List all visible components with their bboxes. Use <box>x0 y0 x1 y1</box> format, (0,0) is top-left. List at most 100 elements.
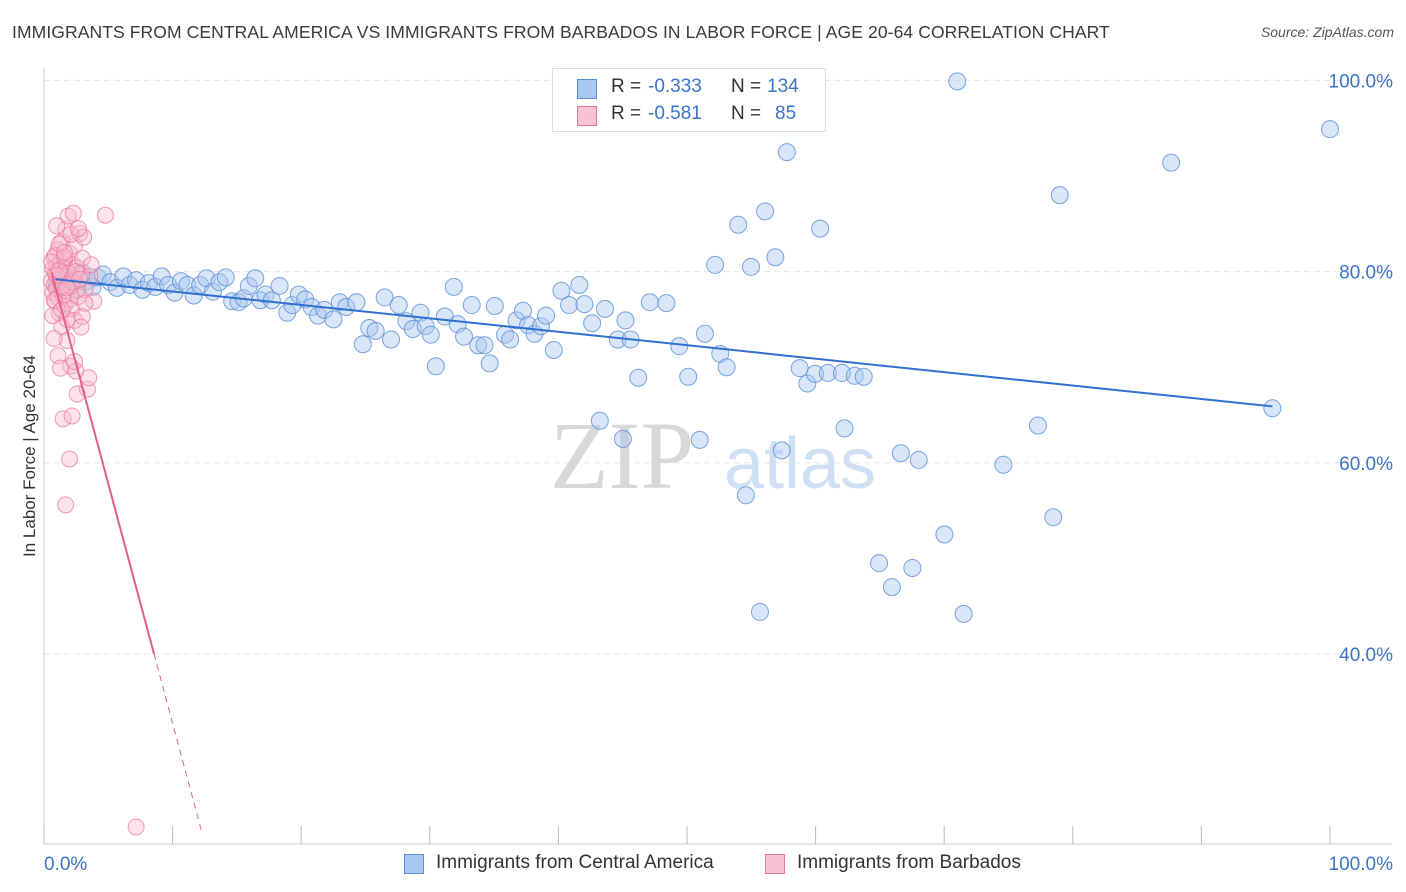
legend-swatch-pink <box>765 854 785 874</box>
watermark-zip: ZIP <box>550 402 694 509</box>
data-point-central-america <box>421 325 440 344</box>
data-point-barbados <box>75 228 93 246</box>
data-point-central-america <box>480 354 499 373</box>
data-point-central-america <box>750 602 769 621</box>
data-point-central-america <box>756 202 775 221</box>
legend-swatch-blue <box>404 854 424 874</box>
source-credit: Source: ZipAtlas.com <box>1260 24 1394 40</box>
axis-layer <box>43 68 1392 845</box>
data-point-central-america <box>347 293 366 312</box>
data-point-central-america <box>216 268 235 287</box>
series-legend: Immigrants from Central America Immigran… <box>0 852 1406 878</box>
data-point-central-america <box>560 296 579 315</box>
data-point-central-america <box>798 374 817 393</box>
series-barbados-points <box>43 204 145 836</box>
data-point-barbados <box>73 249 91 267</box>
data-point-central-america <box>835 419 854 438</box>
data-point-central-america <box>640 293 659 312</box>
legend-label: Immigrants from Barbados <box>797 852 1021 873</box>
data-point-barbados <box>50 235 68 253</box>
data-point-central-america <box>994 455 1013 474</box>
data-point-central-america <box>389 296 408 315</box>
data-point-central-america <box>1044 508 1063 527</box>
data-point-central-america <box>629 368 648 387</box>
data-point-barbados <box>72 318 90 336</box>
data-point-barbados <box>64 204 82 222</box>
data-point-barbados <box>52 359 70 377</box>
data-point-central-america <box>552 281 571 300</box>
data-point-barbados <box>45 330 63 348</box>
data-point-barbados <box>48 217 66 235</box>
n-value: 134 <box>767 76 799 97</box>
data-point-barbados <box>49 347 67 365</box>
data-point-central-america <box>485 297 504 316</box>
data-point-central-america <box>210 273 229 292</box>
x-tick-label: 0.0% <box>44 854 87 875</box>
data-point-central-america <box>590 411 609 430</box>
data-point-central-america <box>954 604 973 623</box>
watermark: ZIP atlas <box>550 402 876 509</box>
data-point-central-america <box>324 310 343 329</box>
data-point-central-america <box>870 554 889 573</box>
r-label: R = <box>611 103 642 124</box>
series-central-america-points <box>47 72 1339 623</box>
data-point-central-america <box>469 336 488 355</box>
data-point-central-america <box>690 430 709 449</box>
legend-swatch-blue <box>577 79 597 99</box>
data-point-central-america <box>729 215 748 234</box>
data-point-barbados <box>63 407 81 425</box>
data-point-central-america <box>790 359 809 378</box>
legend-swatch-pink <box>577 106 597 126</box>
data-point-barbados <box>80 369 98 387</box>
data-point-central-america <box>818 363 837 382</box>
data-point-central-america <box>246 269 265 288</box>
data-point-barbados <box>44 307 62 325</box>
data-point-central-america <box>382 330 401 349</box>
data-point-central-america <box>1050 186 1069 205</box>
data-point-central-america <box>507 311 526 330</box>
data-point-barbados <box>71 270 89 288</box>
data-point-barbados <box>55 248 73 266</box>
data-point-barbados <box>69 220 87 238</box>
data-point-barbados <box>50 262 68 280</box>
r-value: -0.333 <box>648 76 702 97</box>
r-value: -0.581 <box>648 103 702 124</box>
data-point-central-america <box>455 327 474 346</box>
data-point-central-america <box>501 330 520 349</box>
data-point-central-america <box>657 294 676 313</box>
data-point-central-america <box>948 72 967 91</box>
data-point-central-america <box>670 337 689 356</box>
data-point-central-america <box>289 285 308 304</box>
data-point-central-america <box>1162 153 1181 172</box>
data-point-central-america <box>583 314 602 333</box>
x-tick-label: 100.0% <box>1329 854 1394 875</box>
trend-line-barbados <box>50 272 156 655</box>
data-point-central-america <box>935 525 954 544</box>
data-point-central-america <box>891 444 910 463</box>
data-point-central-america <box>741 257 760 276</box>
data-point-barbados <box>57 496 75 514</box>
data-point-central-america <box>353 335 372 354</box>
data-point-central-america <box>845 366 864 385</box>
data-point-central-america <box>882 578 901 597</box>
data-point-barbados <box>96 206 114 224</box>
data-point-central-america <box>544 340 563 359</box>
data-point-barbados <box>59 207 77 225</box>
data-point-central-america <box>93 265 112 284</box>
y-tick-label: 40.0% <box>1339 645 1393 666</box>
y-tick-label: 60.0% <box>1339 454 1393 475</box>
data-point-central-america <box>766 248 785 267</box>
data-point-central-america <box>595 299 614 318</box>
tick-labels: 100.0% 80.0% 60.0% 40.0% 0.0% 100.0% <box>44 71 1393 875</box>
data-point-central-america <box>679 367 698 386</box>
data-point-central-america <box>570 275 589 294</box>
data-point-central-america <box>903 558 922 577</box>
data-point-central-america <box>1028 416 1047 435</box>
data-point-central-america <box>1263 399 1282 418</box>
data-point-central-america <box>772 441 791 460</box>
chart-title: IMMIGRANTS FROM CENTRAL AMERICA VS IMMIG… <box>12 22 1110 42</box>
legend-label: Immigrants from Central America <box>436 852 714 873</box>
data-point-central-america <box>475 336 494 355</box>
data-point-central-america <box>375 288 394 307</box>
data-point-central-america <box>270 276 289 295</box>
